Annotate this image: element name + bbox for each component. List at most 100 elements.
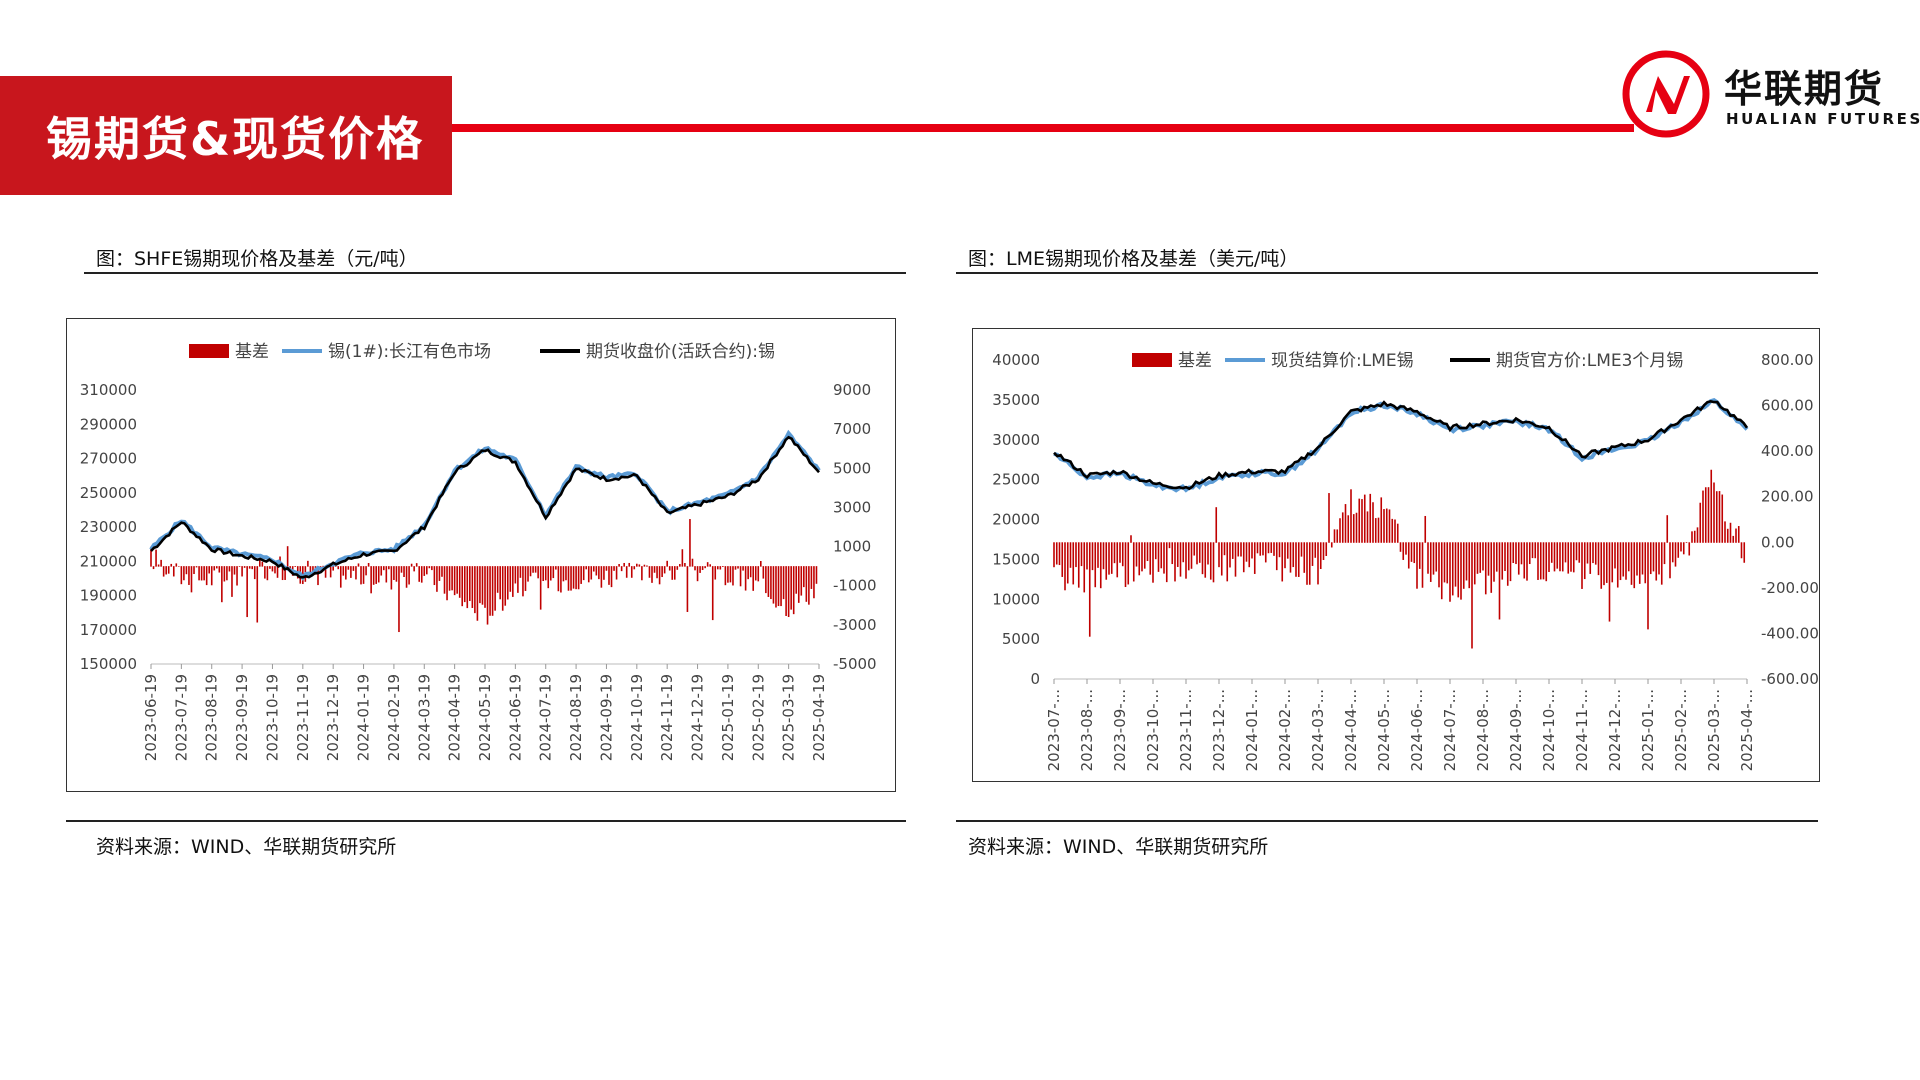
y-right-tick-label: 800.00 <box>1761 351 1814 369</box>
left-caption-rule <box>84 272 906 274</box>
basis-bar <box>1198 542 1201 563</box>
basis-bar <box>471 566 474 608</box>
basis-bar <box>1394 519 1396 543</box>
y-right-tick-label: 7000 <box>833 420 871 438</box>
basis-bar <box>646 565 648 567</box>
basis-bar <box>1451 542 1454 596</box>
basis-bar <box>577 566 580 590</box>
basis-bar <box>648 566 651 578</box>
y-right-tick-label: -400.00 <box>1761 624 1819 642</box>
x-tick-label: 2024-08-... <box>1474 689 1492 771</box>
y-left-tick-label: 25000 <box>992 471 1040 489</box>
basis-bar <box>1495 542 1498 572</box>
basis-bar <box>1674 542 1677 567</box>
basis-bar <box>1275 542 1278 571</box>
y-right-tick-label: 0.00 <box>1761 533 1794 551</box>
basis-bar <box>375 566 377 584</box>
basis-bar <box>360 566 362 585</box>
basis-bar <box>542 566 544 582</box>
basis-bar <box>1718 491 1721 543</box>
basis-bar <box>481 566 484 605</box>
basis-bar <box>1171 542 1174 565</box>
basis-bar <box>1548 542 1550 572</box>
basis-bar <box>1218 542 1220 568</box>
basis-bar <box>1262 542 1264 556</box>
x-tick-label: 2023-12-19 <box>324 674 342 761</box>
basis-bar <box>1333 529 1336 543</box>
basis-bar <box>1377 517 1380 543</box>
basis-bar <box>345 566 347 580</box>
left-source-text: 资料来源：WIND、华联期货研究所 <box>96 836 397 858</box>
basis-bar <box>329 566 332 578</box>
x-tick-label: 2024-07-... <box>1441 689 1459 771</box>
basis-bar <box>420 566 423 583</box>
y-left-tick-label: 150000 <box>80 655 137 673</box>
basis-bar <box>598 566 600 580</box>
basis-bar <box>1608 542 1611 622</box>
basis-bar <box>1498 542 1501 620</box>
basis-bar <box>362 566 365 584</box>
basis-bar <box>643 564 646 567</box>
x-tick-label: 2024-06-19 <box>506 674 524 761</box>
basis-bar <box>792 566 795 615</box>
basis-bar <box>172 566 175 577</box>
basis-bar <box>625 566 628 578</box>
basis-bar <box>509 566 512 592</box>
y-right-tick-label: 600.00 <box>1761 397 1814 415</box>
basis-bar <box>1363 494 1366 543</box>
basis-bar <box>1366 511 1369 543</box>
basis-bar <box>1253 542 1256 574</box>
x-tick-label: 2025-03-... <box>1705 689 1723 771</box>
basis-bar <box>1413 542 1416 564</box>
basis-bar <box>185 566 188 575</box>
basis-bar <box>269 566 271 569</box>
basis-bar <box>1427 542 1429 574</box>
basis-bar <box>317 566 319 586</box>
basis-bar <box>787 566 790 618</box>
basis-bar <box>1350 489 1352 543</box>
x-tick-label: 2024-07-19 <box>537 674 555 761</box>
basis-bar <box>1630 542 1633 585</box>
basis-bar <box>620 566 623 572</box>
x-tick-label: 2024-05-19 <box>476 674 494 761</box>
basis-bar <box>1542 542 1545 580</box>
basis-bar <box>1564 542 1567 563</box>
basis-bar <box>1344 504 1347 543</box>
basis-bar <box>489 566 491 616</box>
basis-bar <box>451 566 453 591</box>
basis-bar <box>160 559 162 567</box>
basis-bar <box>684 563 686 567</box>
basis-bar <box>1355 512 1358 543</box>
basis-bar <box>208 566 210 574</box>
basis-bar <box>754 566 757 581</box>
basis-bar <box>1658 542 1660 575</box>
basis-bar <box>1154 542 1157 560</box>
legend-label: 基差 <box>235 342 269 362</box>
basis-bar <box>1330 542 1333 548</box>
basis-bar <box>1099 542 1102 589</box>
right-source-text: 资料来源：WIND、华联期货研究所 <box>968 836 1269 858</box>
basis-bar <box>1666 515 1669 543</box>
basis-bar <box>716 566 719 570</box>
basis-bar <box>1421 542 1424 588</box>
y-right-tick-label: -5000 <box>833 655 877 673</box>
basis-bar <box>1223 542 1226 556</box>
basis-bar <box>1537 542 1539 580</box>
y-left-tick-label: 40000 <box>992 351 1040 369</box>
basis-bar <box>512 566 514 597</box>
basis-bar <box>668 566 671 571</box>
basis-bar <box>1270 542 1273 553</box>
basis-bar <box>570 566 572 591</box>
basis-bar <box>1264 542 1267 563</box>
title-rule <box>452 124 1634 132</box>
basis-bar <box>747 566 749 580</box>
basis-bar <box>205 566 208 586</box>
basis-bar <box>780 566 782 607</box>
basis-bar <box>388 566 390 570</box>
basis-bar <box>1636 542 1638 576</box>
basis-bar <box>1680 542 1682 552</box>
basis-bar <box>1418 542 1421 569</box>
y-left-tick-label: 210000 <box>80 552 137 570</box>
x-tick-label: 2024-05-... <box>1375 689 1393 771</box>
basis-bar <box>544 566 547 581</box>
